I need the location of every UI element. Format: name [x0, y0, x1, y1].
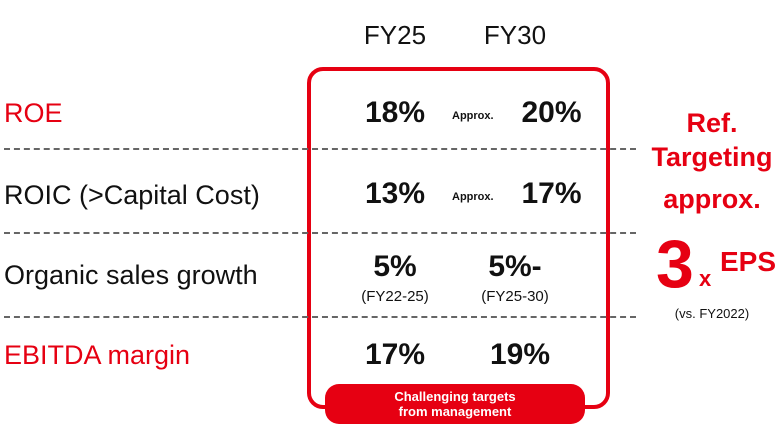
roic-fy25-value: 13% — [364, 177, 426, 210]
note-line-1: Challenging targets — [394, 389, 516, 404]
row-divider — [4, 148, 636, 150]
roe-fy30-value: 20% — [521, 96, 582, 129]
eps-multiple-number: 3 — [656, 226, 694, 302]
management-note-badge: Challenging targets from management — [325, 384, 585, 424]
growth-fy25-period: (FY22-25) — [361, 288, 429, 305]
row-divider — [4, 316, 636, 318]
ref-approx: approx. — [663, 184, 761, 214]
row-label-roic: ROIC (>Capital Cost) — [4, 180, 260, 210]
column-header-fy30: FY30 — [483, 20, 547, 50]
row-divider — [4, 232, 636, 234]
row-label-ebitda: EBITDA margin — [4, 340, 191, 370]
note-line-2: from management — [398, 404, 512, 419]
ref-label: Ref. — [686, 108, 738, 138]
growth-fy25-value: 5% — [373, 250, 417, 283]
ref-targeting: Targeting — [651, 142, 773, 172]
column-header-fy25: FY25 — [363, 20, 427, 50]
roic-fy30-value: 17% — [521, 177, 582, 210]
row-label-roe: ROE — [4, 98, 63, 128]
eps-basis: (vs. FY2022) — [674, 306, 750, 321]
roe-fy30-approx: Approx. — [452, 110, 494, 122]
roic-fy30-approx: Approx. — [452, 191, 494, 203]
ebitda-fy30-value: 19% — [489, 338, 551, 371]
eps-multiple: 3 x EPS — [650, 226, 782, 306]
roe-fy25-value: 18% — [364, 96, 426, 129]
growth-fy30-period: (FY25-30) — [481, 288, 549, 305]
eps-multiple-x: x — [699, 266, 712, 291]
growth-fy30-value: 5%- — [488, 250, 542, 283]
ebitda-fy25-value: 17% — [364, 338, 426, 371]
row-label-organic-growth: Organic sales growth — [4, 260, 258, 290]
eps-label: EPS — [720, 246, 777, 277]
